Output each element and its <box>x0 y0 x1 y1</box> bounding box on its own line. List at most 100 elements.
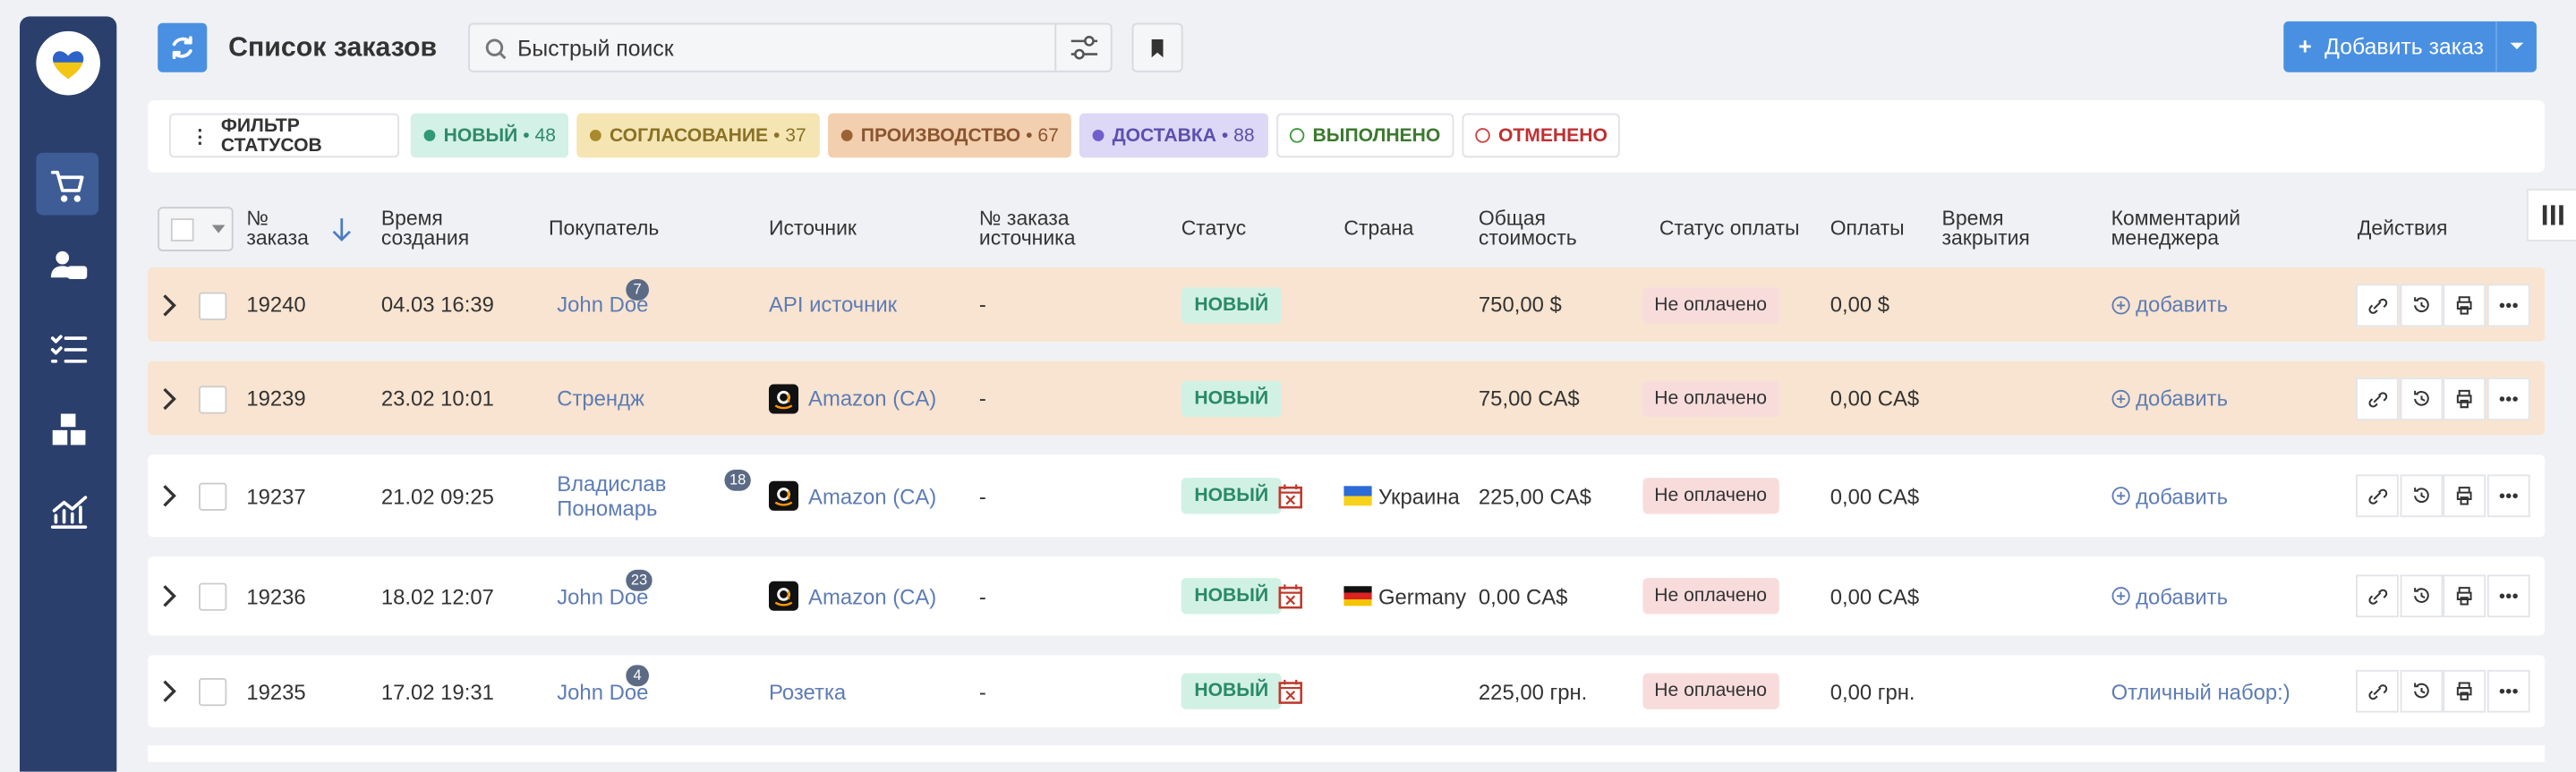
more-button[interactable] <box>2486 474 2529 518</box>
chip-count: 37 <box>785 125 806 146</box>
buyer[interactable]: John Doe <box>557 678 649 704</box>
search-box[interactable]: Быстрый поиск <box>468 22 1113 72</box>
nav-tasks[interactable] <box>49 330 89 369</box>
sort-arrow[interactable] <box>332 216 352 242</box>
status-chip[interactable]: ОТМЕНЕНО <box>1462 113 1621 158</box>
payments: 0,00 CA$ <box>1830 483 1920 509</box>
source-order-number: - <box>978 483 986 509</box>
bookmark-button[interactable] <box>1131 22 1183 72</box>
table-header: № заказа Время создания Покупатель Источник… <box>148 194 2545 263</box>
status-chip[interactable]: ДОСТАВКА • 88 <box>1079 113 1268 158</box>
column-header: № заказа источника <box>978 207 1076 250</box>
history-button[interactable] <box>2399 377 2443 420</box>
copy-link-button[interactable] <box>2356 283 2399 327</box>
add-icon <box>2111 586 2131 606</box>
chip-count: 67 <box>1037 125 1059 146</box>
column-header: Источник <box>768 216 857 240</box>
country-flag <box>1343 586 1372 607</box>
row-checkbox[interactable] <box>199 678 227 707</box>
add-order-button[interactable]: + Добавить заказ <box>2283 21 2537 72</box>
print-button[interactable] <box>2443 377 2486 420</box>
overdue-icon <box>1278 678 1303 704</box>
source[interactable]: Amazon (CA) <box>808 386 937 411</box>
expand-toggle[interactable] <box>161 454 184 537</box>
buyer[interactable]: John Doe <box>557 292 649 318</box>
expand-toggle[interactable] <box>161 267 184 342</box>
copy-link-button[interactable] <box>2356 377 2399 420</box>
source-order-number: - <box>978 386 986 411</box>
select-all[interactable] <box>158 207 234 251</box>
row-checkbox[interactable] <box>199 482 227 511</box>
buyer[interactable]: Владислав Пономарь <box>557 471 667 521</box>
history-button[interactable] <box>2399 283 2443 327</box>
print-button[interactable] <box>2443 669 2486 713</box>
payments: 0,00 CA$ <box>1830 583 1920 609</box>
nav-clients[interactable] <box>49 248 89 287</box>
more-button[interactable] <box>2486 574 2529 618</box>
column-header: Статус <box>1181 216 1247 240</box>
nav-products[interactable] <box>49 411 89 450</box>
status-chip[interactable]: СОГЛАСОВАНИЕ • 37 <box>576 113 820 158</box>
row-checkbox[interactable] <box>199 385 227 413</box>
chip-dot <box>589 130 601 141</box>
more-button[interactable] <box>2486 377 2529 420</box>
logo[interactable] <box>36 30 100 96</box>
payment-status: Не оплачено <box>1642 478 1778 514</box>
source[interactable]: API источник <box>768 292 898 318</box>
buyer[interactable]: Стрендж <box>557 386 644 411</box>
chip-label: СОГЛАСОВАНИЕ <box>609 125 769 146</box>
order-row: 19239 23.02 10:01 Стрендж Amazon (CA) - НОВЫЙ… <box>148 361 2546 436</box>
manager-comment[interactable]: добавить <box>2136 386 2229 411</box>
search-settings[interactable] <box>1054 24 1110 71</box>
chip-label: ПРОИЗВОДСТВО <box>860 125 1021 146</box>
buyer[interactable]: John Doe <box>557 583 649 609</box>
status-badge: НОВЫЙ <box>1181 673 1282 709</box>
total-cost: 0,00 CA$ <box>1478 583 1568 609</box>
payment-status: Не оплачено <box>1642 379 1778 417</box>
status-chip[interactable]: ВЫПОЛНЕНО <box>1276 113 1454 158</box>
manager-comment[interactable]: Отличный набор:) <box>2111 678 2290 704</box>
row-checkbox[interactable] <box>199 582 227 611</box>
expand-toggle[interactable] <box>161 655 184 727</box>
copy-link-button[interactable] <box>2356 574 2399 618</box>
refresh-button[interactable] <box>158 22 208 72</box>
page: Список заказов Быстрый поиск + Добавить … <box>20 16 2576 772</box>
order-row: 19236 18.02 12:07 John Doe 23 Amazon (CA) - НО… <box>148 556 2546 636</box>
history-button[interactable] <box>2399 474 2443 518</box>
expand-toggle[interactable] <box>161 556 184 635</box>
print-button[interactable] <box>2443 474 2486 518</box>
status-badge: НОВЫЙ <box>1181 578 1282 615</box>
manager-comment[interactable]: добавить <box>2136 483 2229 509</box>
status-filter-button[interactable]: ⋮ ФИЛЬТР СТАТУСОВ <box>169 113 400 158</box>
more-button[interactable] <box>2486 283 2529 327</box>
nav-orders[interactable] <box>36 152 99 216</box>
buyer-badge: 7 <box>626 278 650 300</box>
manager-comment[interactable]: добавить <box>2136 583 2229 609</box>
status-badge: НОВЫЙ <box>1181 478 1282 514</box>
print-button[interactable] <box>2443 283 2486 327</box>
column-header: Время закрытия <box>1941 207 2030 250</box>
history-button[interactable] <box>2399 574 2443 618</box>
order-id: 19236 <box>246 583 306 609</box>
print-button[interactable] <box>2443 574 2486 618</box>
payments: 0,00 грн. <box>1830 678 1915 704</box>
more-button[interactable] <box>2486 669 2529 713</box>
expand-toggle[interactable] <box>161 361 184 436</box>
source[interactable]: Amazon (CA) <box>808 483 937 509</box>
source-order-number: - <box>978 583 986 609</box>
add-order-dropdown[interactable] <box>2495 21 2537 72</box>
source-icon <box>768 480 799 511</box>
status-chip[interactable]: ПРОИЗВОДСТВО • 67 <box>828 113 1072 158</box>
copy-link-button[interactable] <box>2356 669 2399 713</box>
add-icon <box>2111 388 2131 408</box>
source[interactable]: Amazon (CA) <box>808 583 937 609</box>
chip-dot <box>423 130 436 141</box>
columns-toggle[interactable] <box>2526 189 2576 242</box>
source[interactable]: Розетка <box>768 678 847 704</box>
status-chip[interactable]: НОВЫЙ • 48 <box>410 113 569 158</box>
history-button[interactable] <box>2399 669 2443 713</box>
nav-analytics[interactable] <box>49 491 89 530</box>
row-checkbox[interactable] <box>199 291 227 319</box>
copy-link-button[interactable] <box>2356 474 2399 518</box>
manager-comment[interactable]: добавить <box>2136 292 2229 318</box>
